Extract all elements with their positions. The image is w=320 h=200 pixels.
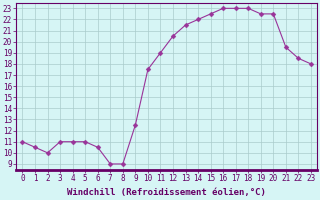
X-axis label: Windchill (Refroidissement éolien,°C): Windchill (Refroidissement éolien,°C) xyxy=(67,188,266,197)
